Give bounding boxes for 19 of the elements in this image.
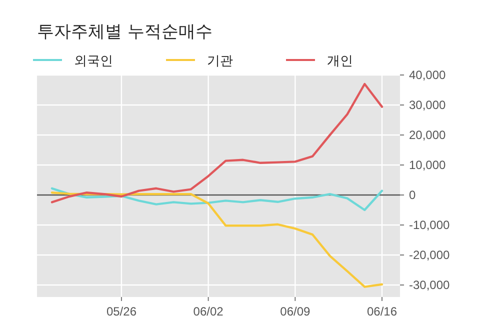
y-tick-label: 30,000 bbox=[409, 98, 446, 112]
legend-label: 기관 bbox=[207, 54, 233, 69]
y-tick-label: 0 bbox=[409, 188, 416, 202]
line-series bbox=[50, 187, 384, 212]
chart-title: 투자주체별 누적순매수 bbox=[37, 22, 212, 42]
line-series bbox=[50, 192, 384, 288]
y-tick-label: 10,000 bbox=[409, 158, 446, 172]
legend-label: 외국인 bbox=[74, 54, 113, 69]
x-tick-label: 06/16 bbox=[366, 304, 398, 319]
y-tick-label: 40,000 bbox=[409, 68, 446, 82]
line-series bbox=[50, 82, 384, 204]
y-tick-label: -10,000 bbox=[409, 218, 450, 232]
x-tick-label: 05/26 bbox=[106, 304, 137, 319]
y-tick-label: 20,000 bbox=[409, 128, 446, 142]
y-tick-label: -30,000 bbox=[409, 278, 450, 292]
y-tick-label: -20,000 bbox=[409, 248, 450, 262]
legend-label: 개인 bbox=[327, 54, 353, 69]
x-tick-label: 06/02 bbox=[193, 304, 224, 319]
x-tick-label: 06/09 bbox=[280, 304, 310, 319]
